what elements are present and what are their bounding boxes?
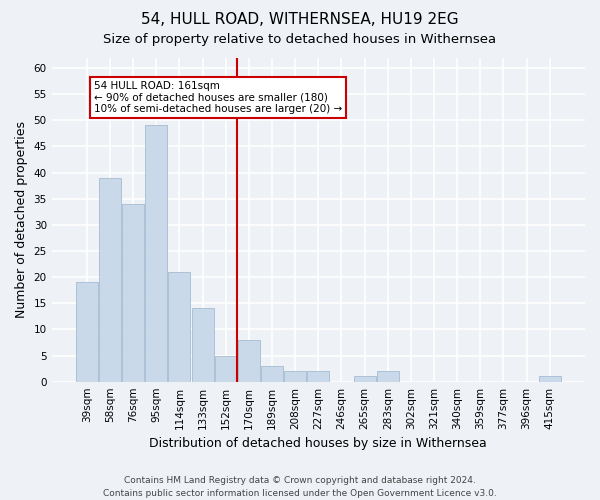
Text: Contains HM Land Registry data © Crown copyright and database right 2024.
Contai: Contains HM Land Registry data © Crown c… [103,476,497,498]
Bar [307,371,329,382]
X-axis label: Distribution of detached houses by size in Withernsea: Distribution of detached houses by size … [149,437,487,450]
Bar [353,376,376,382]
Bar [122,204,144,382]
Bar [76,282,98,382]
Bar [145,126,167,382]
Text: 54 HULL ROAD: 161sqm
← 90% of detached houses are smaller (180)
10% of semi-deta: 54 HULL ROAD: 161sqm ← 90% of detached h… [94,81,342,114]
Bar [99,178,121,382]
Text: Size of property relative to detached houses in Withernsea: Size of property relative to detached ho… [103,32,497,46]
Bar [261,366,283,382]
Bar [191,308,214,382]
Bar [215,356,237,382]
Bar [539,376,561,382]
Y-axis label: Number of detached properties: Number of detached properties [15,121,28,318]
Bar [377,371,399,382]
Bar [284,371,306,382]
Bar [169,272,190,382]
Bar [238,340,260,382]
Text: 54, HULL ROAD, WITHERNSEA, HU19 2EG: 54, HULL ROAD, WITHERNSEA, HU19 2EG [141,12,459,28]
